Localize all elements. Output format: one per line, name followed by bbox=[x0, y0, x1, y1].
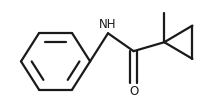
Text: NH: NH bbox=[99, 18, 117, 31]
Text: O: O bbox=[129, 85, 138, 98]
